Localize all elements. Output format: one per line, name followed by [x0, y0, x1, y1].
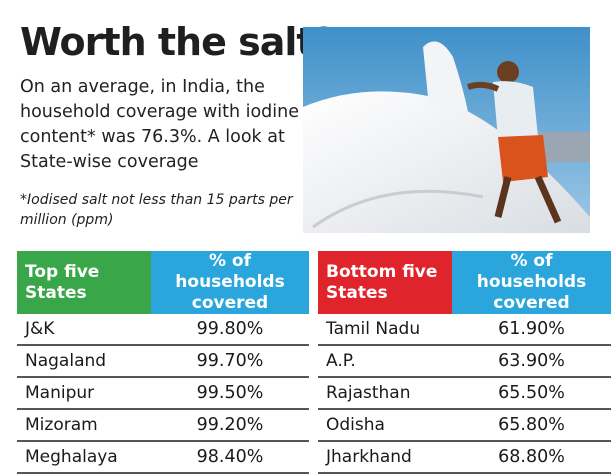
table-row: Manipur 99.50% [17, 377, 309, 410]
coverage-value: 99.70% [151, 345, 309, 378]
state-name: Meghalaya [17, 441, 151, 474]
state-name: Mizoram [17, 409, 151, 442]
table-header-row: Top five States % of households covered [17, 251, 309, 314]
footnote-text: *Iodised salt not less than 15 parts per… [20, 192, 293, 228]
table-header-row: Bottom five States % of households cover… [318, 251, 611, 314]
table-row: Nagaland 99.70% [17, 345, 309, 378]
table-row: Tamil Nadu 61.90% [318, 314, 611, 346]
coverage-value: 65.50% [452, 377, 611, 410]
table-row: A.P. 63.90% [318, 345, 611, 378]
coverage-value: 99.20% [151, 409, 309, 442]
coverage-value: 99.50% [151, 377, 309, 410]
table-row: Rajasthan 65.50% [318, 377, 611, 410]
top-five-table: Top five States % of households covered … [17, 251, 309, 474]
bottom-five-table: Bottom five States % of households cover… [318, 251, 611, 474]
state-name: Manipur [17, 377, 151, 410]
header-households-covered: % of households covered [452, 251, 611, 314]
header-households-covered: % of households covered [151, 251, 309, 314]
header-top-states: Top five States [17, 251, 151, 314]
coverage-value: 99.80% [151, 314, 309, 346]
header-bottom-states: Bottom five States [318, 251, 452, 314]
coverage-value: 68.80% [452, 441, 611, 474]
intro-text: On an average, in India, the household c… [20, 77, 300, 172]
state-name: Odisha [318, 409, 452, 442]
coverage-value: 63.90% [452, 345, 611, 378]
salt-worker-photo [303, 27, 590, 233]
state-name: J&K [17, 314, 151, 346]
coverage-value: 61.90% [452, 314, 611, 346]
state-name: A.P. [318, 345, 452, 378]
state-name: Rajasthan [318, 377, 452, 410]
page-title: Worth the salt? [20, 20, 336, 64]
coverage-value: 65.80% [452, 409, 611, 442]
coverage-value: 98.40% [151, 441, 309, 474]
state-name: Jharkhand [318, 441, 452, 474]
table-row: Meghalaya 98.40% [17, 441, 309, 474]
table-row: Jharkhand 68.80% [318, 441, 611, 474]
table-row: J&K 99.80% [17, 314, 309, 346]
table-row: Odisha 65.80% [318, 409, 611, 442]
state-name: Tamil Nadu [318, 314, 452, 346]
table-row: Mizoram 99.20% [17, 409, 309, 442]
state-name: Nagaland [17, 345, 151, 378]
